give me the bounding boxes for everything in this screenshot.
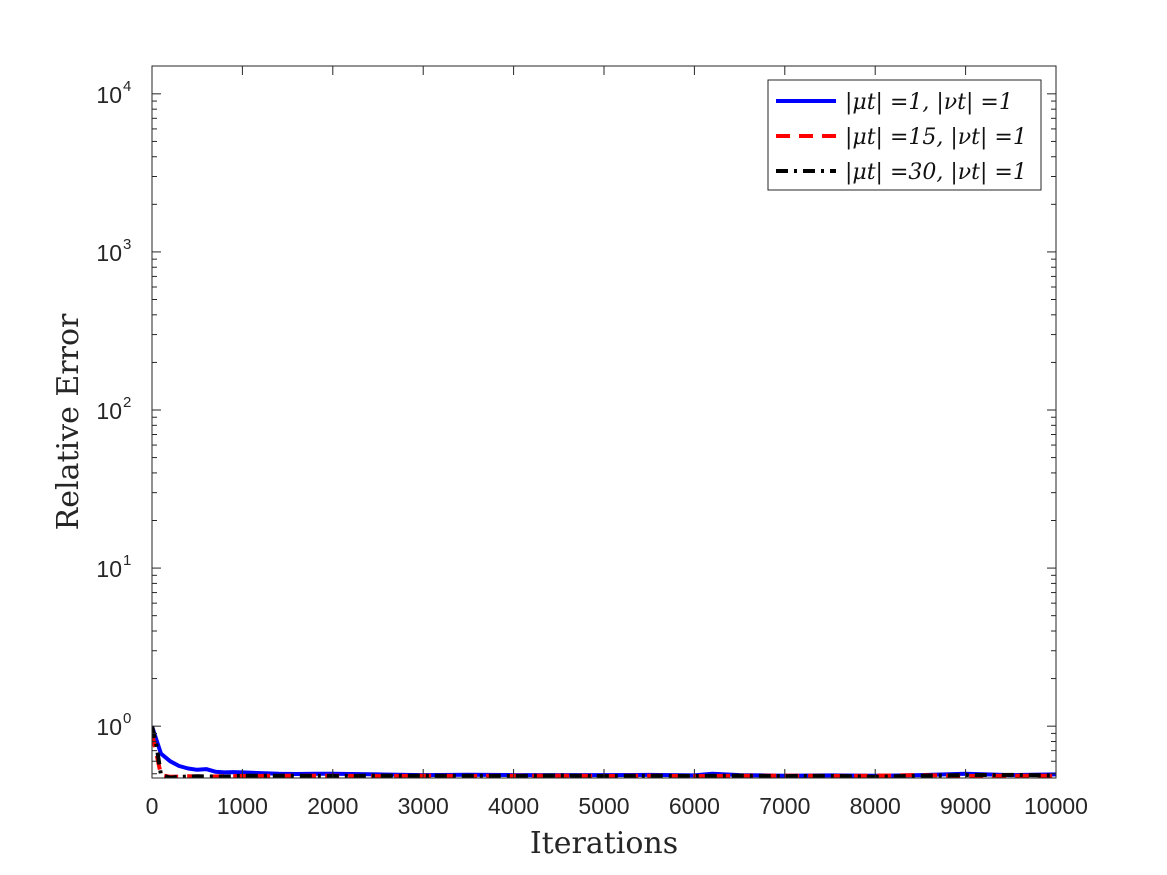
legend-label-3: |μt| =30, |νt| =1	[845, 160, 1027, 185]
y-tick-exponent: 3	[123, 236, 131, 253]
legend-label-2: |μt| =15, |νt| =1	[845, 125, 1027, 150]
x-tick-label: 1000	[217, 793, 268, 819]
y-tick-base: 10	[96, 714, 122, 740]
x-axis: 0 1000 2000 3000 4000 5000 6000 7000 8000 9000 100…	[146, 66, 1088, 819]
y-tick-exponent: 4	[123, 78, 131, 95]
legend: |μt| =1, |νt| =1 |μt| =15, |νt| =1 |μt| =3…	[767, 79, 1042, 191]
x-tick-label: 4000	[488, 793, 539, 819]
y-tick-exponent: 2	[123, 394, 131, 411]
y-tick-base: 10	[96, 240, 122, 266]
y-tick-label: 10 1	[96, 552, 131, 582]
y-tick-base: 10	[96, 82, 122, 108]
x-tick-label: 10000	[1024, 793, 1088, 819]
series-line-3	[152, 725, 1056, 778]
x-tick-label: 6000	[669, 793, 720, 819]
y-tick-label: 10 0	[96, 710, 131, 740]
x-axis-label: Iterations	[530, 826, 678, 861]
y-tick-label: 10 4	[96, 78, 131, 108]
y-tick-label: 10 2	[96, 394, 131, 424]
legend-label-1: |μt| =1, |νt| =1	[845, 90, 1013, 115]
x-tick-label: 2000	[307, 793, 358, 819]
y-tick-exponent: 1	[123, 552, 131, 569]
y-axis-label: Relative Error	[51, 313, 86, 530]
x-tick-label: 0	[146, 793, 159, 819]
x-tick-label: 3000	[398, 793, 449, 819]
y-tick-base: 10	[96, 556, 122, 582]
x-tick-label: 7000	[759, 793, 810, 819]
y-tick-base: 10	[96, 398, 122, 424]
x-tick-label: 9000	[940, 793, 991, 819]
series-layer	[152, 725, 1056, 778]
x-tick-label: 8000	[850, 793, 901, 819]
x-tick-label: 5000	[578, 793, 629, 819]
y-tick-label: 10 3	[96, 236, 131, 266]
y-tick-exponent: 0	[123, 710, 131, 727]
